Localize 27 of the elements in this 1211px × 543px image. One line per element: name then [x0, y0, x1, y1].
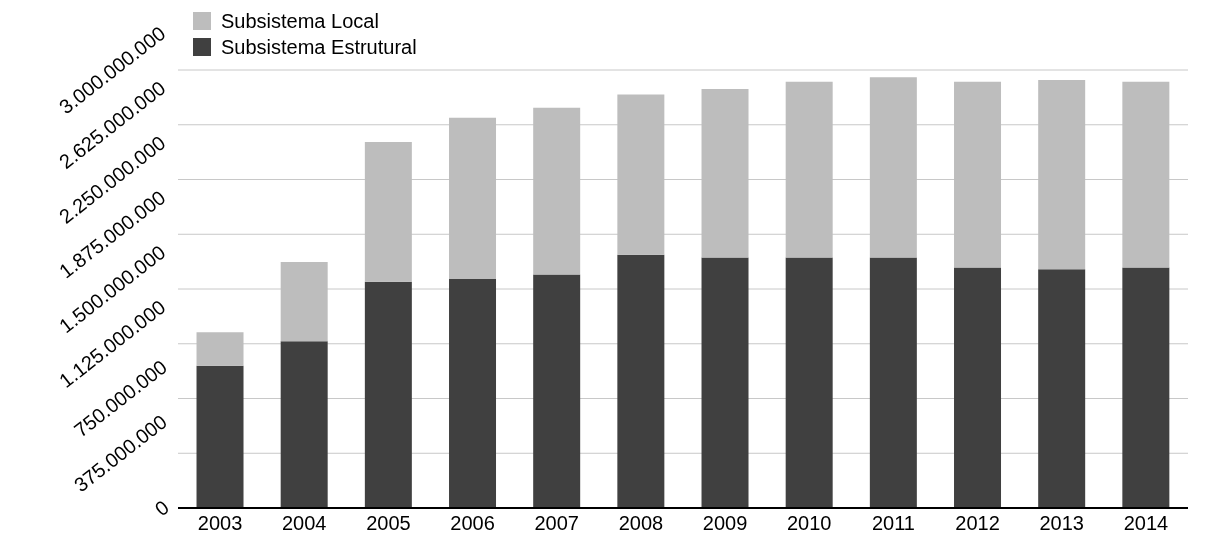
bar: [1038, 269, 1086, 508]
bar: [954, 267, 1002, 508]
bar: [869, 257, 917, 508]
legend-label: Subsistema Estrutural: [221, 35, 417, 60]
bar: [533, 274, 581, 508]
y-tick-label: 0: [150, 495, 174, 521]
x-tick-label: 2003: [197, 512, 243, 535]
x-tick-label: 2010: [787, 512, 832, 535]
bar: [196, 365, 244, 508]
legend-label: Subsistema Local: [221, 9, 379, 34]
x-tick-label: 2006: [450, 512, 495, 535]
bar: [280, 341, 328, 508]
x-tick-label: 2008: [618, 512, 664, 535]
bar: [785, 257, 833, 508]
x-tick-label: 2013: [1039, 512, 1084, 535]
x-tick-label: 2005: [366, 512, 411, 535]
bar: [364, 281, 412, 508]
bar: [701, 257, 749, 508]
x-tick-label: 2012: [955, 512, 1000, 535]
x-tick-label: 2007: [534, 512, 579, 535]
bar: [617, 254, 665, 508]
x-tick-label: 2004: [282, 512, 327, 535]
bar: [1122, 267, 1170, 508]
bar: [449, 279, 497, 508]
x-tick-label: 2011: [871, 512, 915, 535]
x-tick-label: 2014: [1123, 512, 1169, 535]
x-tick-label: 2009: [702, 512, 748, 535]
